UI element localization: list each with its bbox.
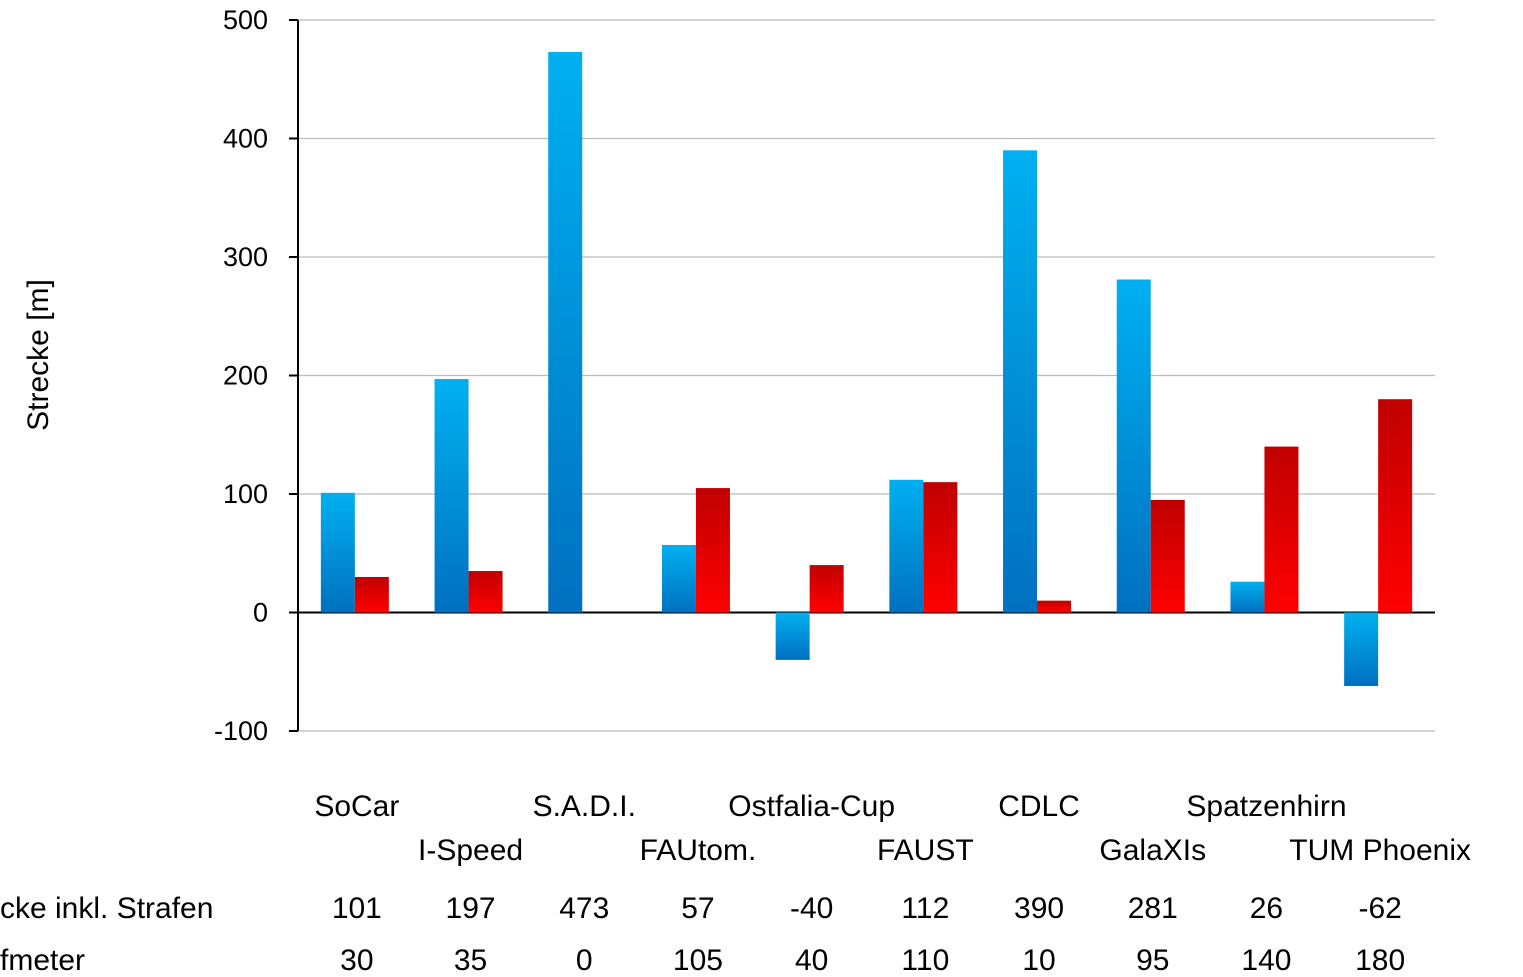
x-tick-label: GalaXIs [1099,834,1206,867]
table-value: 35 [454,944,487,977]
bar [548,51,583,613]
x-tick-label: SoCar [314,790,399,823]
bar [661,544,696,613]
bar [354,576,389,613]
table-value: 95 [1136,944,1169,977]
y-tick-label: -100 [214,716,268,746]
x-tick-label: I-Speed [418,834,523,867]
bar [1150,499,1185,613]
table-value: 473 [559,892,609,925]
table-value: 112 [901,892,949,925]
bar [889,479,924,613]
y-axis-label: Strecke [m] [22,279,55,431]
table-value: 140 [1241,944,1291,977]
y-tick-label: 100 [223,479,268,509]
y-tick-label: 400 [223,124,268,154]
bar [1378,399,1413,613]
table-value: 281 [1128,892,1178,925]
table-value: 57 [681,892,714,925]
bar [1037,600,1072,613]
bar [1344,612,1379,686]
bar [320,492,355,613]
y-tick-label: 300 [223,242,268,272]
bar [468,571,503,613]
table-value: 40 [795,944,828,977]
table-value: 101 [332,892,382,925]
bar [1116,279,1151,613]
bar [809,565,844,613]
x-tick-label: FAUST [877,834,974,867]
x-tick-label: S.A.D.I. [533,790,636,823]
table-value: 180 [1355,944,1405,977]
x-tick-label: TUM Phoenix [1289,834,1471,867]
y-tick-label: 500 [223,5,268,35]
bar [1003,150,1038,613]
table-value: -62 [1358,892,1401,925]
x-tick-label: CDLC [998,790,1080,823]
legend-label: cke inkl. Strafen [0,892,213,925]
bar [434,379,469,613]
table-value: 10 [1022,944,1055,977]
legend-label: fmeter [0,944,85,977]
x-tick-label: Ostfalia-Cup [728,790,895,823]
table-value: 110 [901,944,949,977]
y-tick-label: 200 [223,361,268,391]
table-value: 30 [340,944,373,977]
table-value: -40 [790,892,833,925]
x-tick-label: FAUtom. [640,834,757,867]
bar [775,612,810,660]
bar [695,488,730,613]
table-value: 390 [1014,892,1064,925]
table-value: 0 [576,944,593,977]
table-value: 26 [1250,892,1283,925]
bar [1264,446,1299,613]
bar [923,482,958,613]
y-tick-label: 0 [253,598,268,628]
bar [1230,581,1265,613]
x-tick-label: Spatzenhirn [1186,790,1346,823]
table-value: 197 [446,892,496,925]
table-value: 105 [673,944,723,977]
